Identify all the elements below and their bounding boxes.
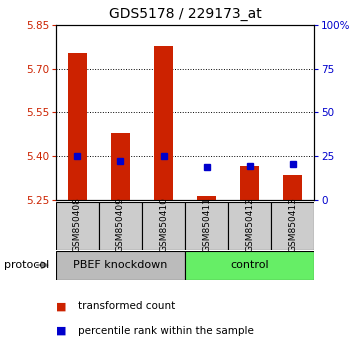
Text: control: control — [230, 260, 269, 270]
Bar — [68, 53, 87, 200]
Bar — [197, 196, 216, 200]
Bar — [240, 166, 259, 200]
Bar — [56, 202, 99, 250]
Text: GSM850409: GSM850409 — [116, 197, 125, 252]
Bar — [271, 202, 314, 250]
Bar — [283, 175, 302, 200]
Text: GSM850413: GSM850413 — [288, 197, 297, 252]
Text: PBEF knockdown: PBEF knockdown — [73, 260, 168, 270]
Text: transformed count: transformed count — [78, 301, 175, 311]
Bar — [228, 202, 271, 250]
Text: protocol: protocol — [4, 260, 49, 270]
Text: GSM850412: GSM850412 — [245, 197, 254, 252]
Text: GSM850411: GSM850411 — [202, 197, 211, 252]
Text: GSM850410: GSM850410 — [159, 197, 168, 252]
Text: ■: ■ — [56, 326, 66, 336]
Text: GSM850408: GSM850408 — [73, 197, 82, 252]
Bar — [154, 46, 173, 200]
Bar — [185, 251, 314, 280]
Bar — [142, 202, 185, 250]
Bar — [56, 251, 185, 280]
Text: percentile rank within the sample: percentile rank within the sample — [78, 326, 253, 336]
Title: GDS5178 / 229173_at: GDS5178 / 229173_at — [109, 7, 261, 21]
Bar — [99, 202, 142, 250]
Bar — [185, 202, 228, 250]
Text: ■: ■ — [56, 301, 66, 311]
Bar — [111, 133, 130, 200]
